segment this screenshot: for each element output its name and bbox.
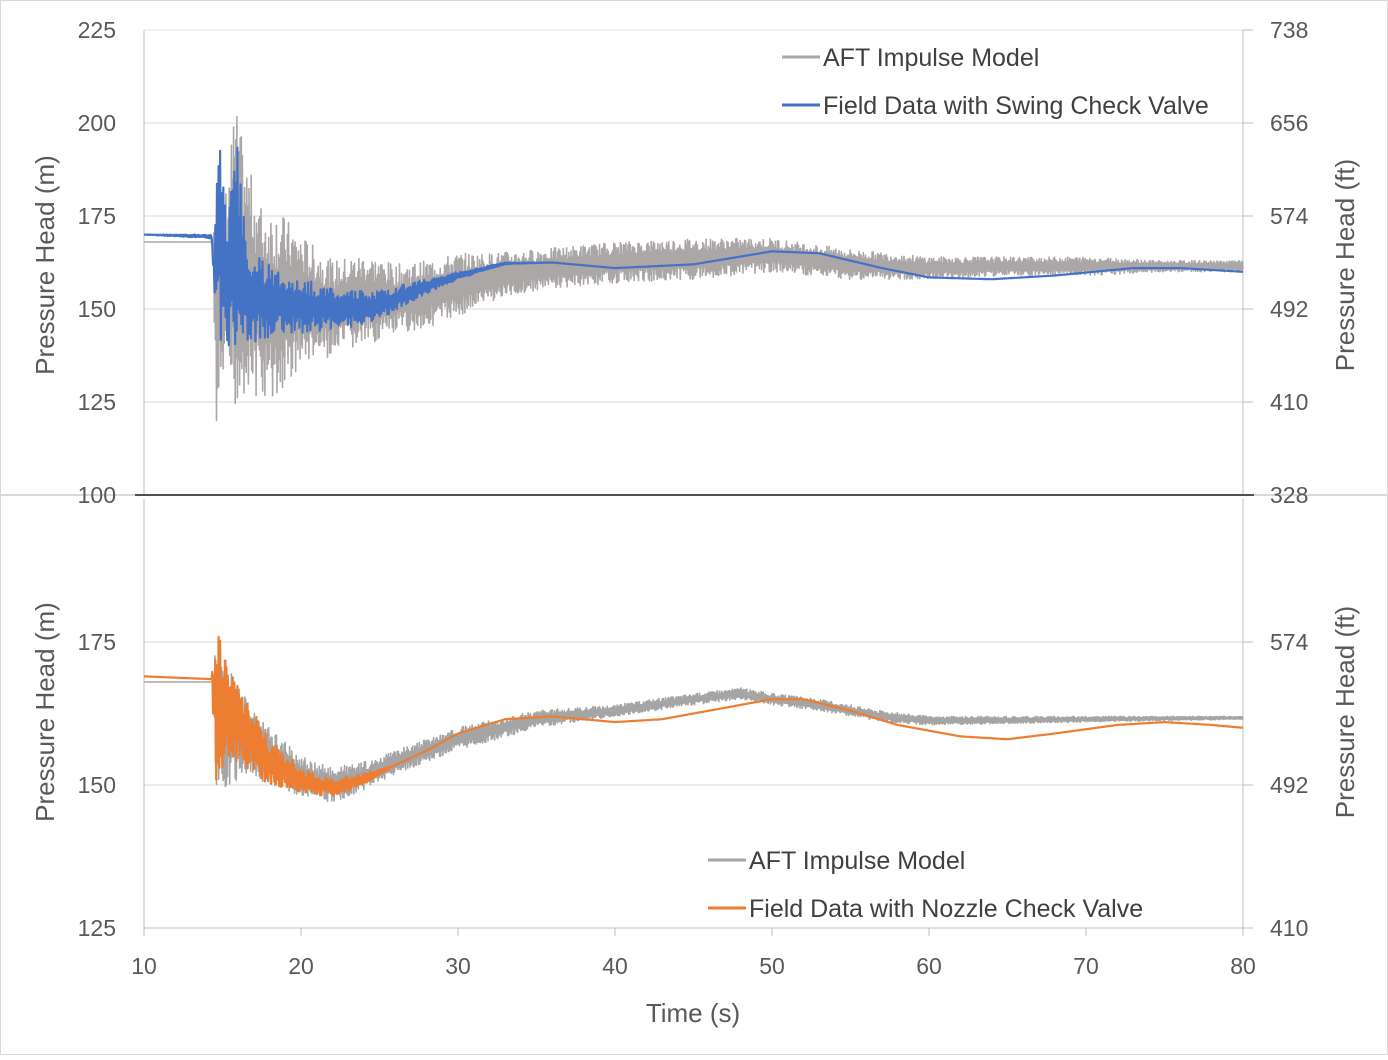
bottom-y2-tick-label: 410 bbox=[1270, 915, 1308, 941]
bottom-chart-border bbox=[0, 495, 1388, 1055]
top-y-tick-label: 200 bbox=[78, 110, 116, 136]
top-y2-tick-label: 328 bbox=[1270, 482, 1308, 508]
axes: 100 328 125 410 150 492 175 574 200 656 225 738 125 4… bbox=[78, 17, 1309, 979]
top-y2-tick-label: 738 bbox=[1270, 17, 1308, 43]
top-y-axis-title: Pressure Head (m) bbox=[30, 155, 60, 375]
legend-label-aft-bottom: AFT Impulse Model bbox=[749, 847, 965, 875]
top-series-aft-impulse-model bbox=[143, 115, 1244, 422]
legend-label-nozzle: Field Data with Nozzle Check Valve bbox=[749, 895, 1143, 923]
x-tick-label: 30 bbox=[445, 953, 471, 979]
bottom-y2-tick-label: 492 bbox=[1270, 772, 1308, 798]
bottom-legend: AFT Impulse Model Field Data with Nozzle… bbox=[708, 847, 1143, 923]
x-tick-label: 60 bbox=[916, 953, 942, 979]
top-y-tick-label: 100 bbox=[78, 482, 116, 508]
x-tick-label: 20 bbox=[288, 953, 314, 979]
bottom-y2-tick-label: 574 bbox=[1270, 629, 1309, 655]
bottom-y-tick-label: 150 bbox=[78, 772, 116, 798]
bottom-y-tick-label: 125 bbox=[78, 915, 116, 941]
top-y-tick-label: 150 bbox=[78, 296, 116, 322]
legend-label-swing: Field Data with Swing Check Valve bbox=[823, 92, 1209, 120]
bottom-series-field-data bbox=[143, 635, 1244, 797]
x-tick-label: 80 bbox=[1230, 953, 1256, 979]
x-tick-label: 50 bbox=[759, 953, 785, 979]
bottom-y2-axis-title: Pressure Head (ft) bbox=[1330, 606, 1360, 818]
legend-label-aft-top: AFT Impulse Model bbox=[823, 44, 1039, 72]
bottom-y-axis-title: Pressure Head (m) bbox=[30, 602, 60, 822]
top-y2-tick-label: 492 bbox=[1270, 296, 1308, 322]
top-y-tick-label: 125 bbox=[78, 389, 116, 415]
x-tick-label: 10 bbox=[131, 953, 157, 979]
top-y2-tick-label: 656 bbox=[1270, 110, 1308, 136]
top-y2-axis-title: Pressure Head (ft) bbox=[1330, 159, 1360, 371]
x-axis-title: Time (s) bbox=[646, 998, 740, 1028]
top-series-field-data bbox=[143, 146, 1244, 347]
top-y2-tick-label: 574 bbox=[1270, 203, 1309, 229]
top-y-tick-label: 225 bbox=[78, 17, 116, 43]
gridlines bbox=[144, 29, 1243, 786]
x-tick-label: 40 bbox=[602, 953, 628, 979]
top-y-tick-label: 175 bbox=[78, 203, 116, 229]
x-tick-label: 70 bbox=[1073, 953, 1099, 979]
top-y2-tick-label: 410 bbox=[1270, 389, 1308, 415]
series-layer bbox=[143, 115, 1244, 802]
bottom-y-tick-label: 175 bbox=[78, 629, 116, 655]
top-legend: AFT Impulse Model Field Data with Swing … bbox=[782, 44, 1209, 120]
